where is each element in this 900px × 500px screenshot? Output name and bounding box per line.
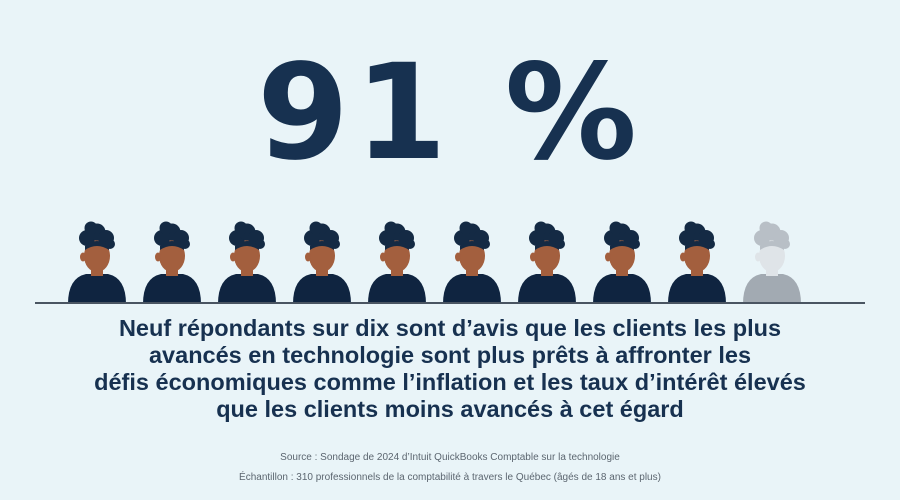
sample-note: Échantillon : 310 professionnels de la c… [239, 472, 661, 483]
baseline-divider [35, 302, 865, 304]
person-icon [439, 216, 505, 304]
person-icon [214, 216, 280, 304]
source-note: Source : Sondage de 2024 d’Intuit QuickB… [280, 452, 620, 463]
person-icon-grey [739, 216, 805, 304]
headline-line-2: avancés en technologie sont plus prêts à… [148, 342, 752, 368]
person-icon [64, 216, 130, 304]
people-figures-row [0, 216, 900, 306]
headline-line-3: défis économiques comme l’inflation et l… [94, 369, 806, 395]
headline-line-1: Neuf répondants sur dix sont d’avis que … [118, 315, 782, 341]
person-icon [664, 216, 730, 304]
headline-stat: 91 % [257, 36, 643, 190]
person-icon [589, 216, 655, 304]
person-icon [289, 216, 355, 304]
person-icon [364, 216, 430, 304]
person-icon [514, 216, 580, 304]
headline-line-4: que les clients moins avancés à cet égar… [216, 396, 684, 422]
person-icon [139, 216, 205, 304]
headline-text: Neuf répondants sur dix sont d’avis que … [40, 315, 860, 423]
